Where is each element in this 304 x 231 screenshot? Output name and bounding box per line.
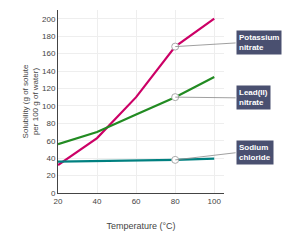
svg-text:80: 80 [171,197,180,206]
svg-text:60: 60 [132,197,141,206]
svg-text:100: 100 [208,197,222,206]
svg-text:60: 60 [46,137,55,146]
svg-text:Solubility (g of soluteper 100: Solubility (g of soluteper 100 g of wate… [21,64,40,138]
svg-text:140: 140 [42,67,56,76]
svg-text:180: 180 [42,32,56,41]
svg-text:20: 20 [46,171,55,180]
svg-text:Lead(II)nitrate: Lead(II)nitrate [239,88,268,107]
svg-text:20: 20 [54,197,63,206]
svg-text:40: 40 [93,197,102,206]
svg-text:40: 40 [46,154,55,163]
svg-text:160: 160 [42,49,56,58]
svg-text:120: 120 [42,84,56,93]
svg-text:Temperature (°C): Temperature (°C) [106,221,175,231]
svg-text:200: 200 [42,15,56,24]
svg-text:Potassiumnitrate: Potassiumnitrate [239,33,279,52]
svg-text:100: 100 [42,102,56,111]
svg-text:Sodiumchloride: Sodiumchloride [239,143,271,162]
svg-text:0: 0 [51,189,56,198]
svg-text:80: 80 [46,119,55,128]
